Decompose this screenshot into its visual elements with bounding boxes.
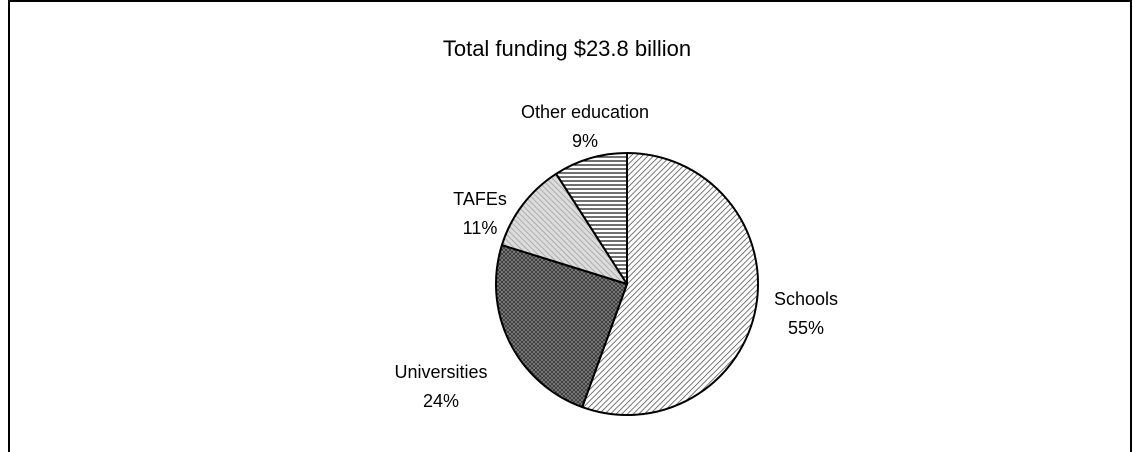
pie-slices	[495, 152, 759, 416]
slice-label-universities: Universities	[394, 362, 487, 382]
chart-title: Total funding $23.8 billion	[443, 36, 691, 61]
slice-label-other-education: Other education	[521, 102, 649, 122]
pie-slice-schools	[581, 152, 759, 416]
slice-percent-other-education: 9%	[572, 131, 598, 151]
slice-label-schools: Schools	[774, 289, 838, 309]
slice-percent-tafes: 11%	[463, 218, 498, 238]
pie-slice-tafes	[500, 172, 628, 285]
pie-labels: Schools 55% Universities 24% TAFEs 11% Other e…	[394, 102, 838, 411]
slice-percent-universities: 24%	[423, 391, 459, 411]
pie-slice-universities	[495, 244, 628, 409]
slice-percent-schools: 55%	[788, 318, 824, 338]
pie-slice-other-education	[555, 152, 628, 285]
slice-label-tafes: TAFEs	[453, 189, 507, 209]
